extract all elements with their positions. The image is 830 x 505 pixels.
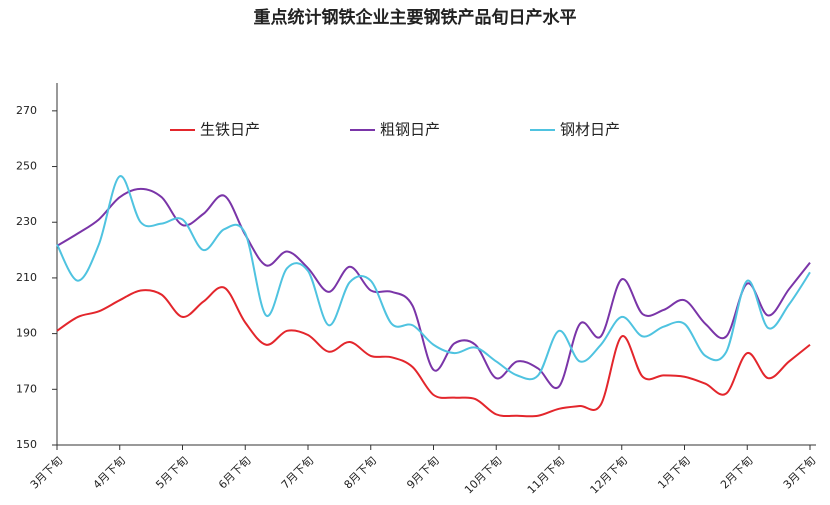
x-tick-label: 9月下旬 [404,454,441,491]
chart-title: 重点统计钢铁企业主要钢铁产品旬日产水平 [254,7,577,28]
x-tick-label: 3月下旬 [28,454,65,491]
x-tick-label: 4月下旬 [91,454,128,491]
x-tick-label: 3月下旬 [781,454,818,491]
x-tick-label: 7月下旬 [279,454,316,491]
line [56,187,811,390]
x-tick-label: 8月下旬 [342,454,379,491]
y-tick-label: 250 [16,160,37,173]
x-tick-label: 2月下旬 [718,454,755,491]
line [56,175,811,381]
x-tick-label: 5月下旬 [153,454,190,491]
legend-text: 粗钢日产 [380,121,440,139]
x-tick-label: 11月下旬 [525,454,567,496]
x-tick-label: 10月下旬 [462,454,504,496]
y-tick-label: 230 [16,215,37,228]
y-tick-label: 170 [16,382,37,395]
y-tick-label: 270 [16,104,37,117]
x-tick-label: 12月下旬 [588,454,630,496]
y-tick-label: 190 [16,327,37,340]
line [56,286,811,418]
x-tick-label: 1月下旬 [655,454,692,491]
legend-text: 钢材日产 [560,121,620,139]
legend-text: 生铁日产 [200,121,260,139]
y-tick-label: 210 [16,271,37,284]
x-tick-label: 6月下旬 [216,454,253,491]
y-tick-label: 150 [16,438,37,451]
